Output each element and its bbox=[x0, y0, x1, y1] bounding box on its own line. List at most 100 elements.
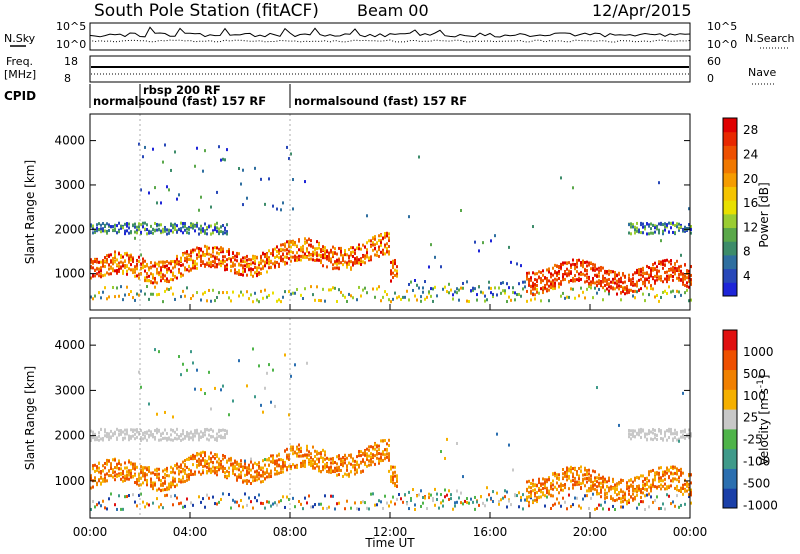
velocity-cell bbox=[302, 461, 304, 465]
power-cell bbox=[646, 272, 648, 276]
power-cell bbox=[180, 263, 182, 267]
power-cell bbox=[272, 262, 274, 266]
velocity-cell bbox=[630, 429, 632, 433]
power-cell bbox=[186, 268, 188, 272]
power-cell bbox=[190, 224, 192, 228]
velocity-cell bbox=[180, 433, 182, 437]
power-cell bbox=[638, 273, 640, 277]
velocity-cell bbox=[308, 450, 310, 454]
velocity-cell bbox=[652, 427, 654, 431]
velocity-cell bbox=[586, 470, 588, 474]
velocity-cell bbox=[396, 497, 398, 501]
velocity-cell bbox=[318, 460, 320, 464]
power-cell bbox=[266, 252, 268, 256]
velocity-cell bbox=[262, 479, 264, 483]
velocity-cell bbox=[600, 489, 602, 493]
power-cell bbox=[688, 269, 690, 273]
velocity-cell bbox=[170, 481, 172, 485]
velocity-cell bbox=[566, 507, 568, 511]
power-cell bbox=[552, 287, 554, 291]
velocity-cell bbox=[258, 364, 260, 368]
power-cell bbox=[622, 289, 624, 293]
power-cell bbox=[568, 261, 570, 265]
power-cell bbox=[170, 269, 172, 273]
velocity-cell bbox=[688, 487, 690, 491]
velocity-cell bbox=[184, 434, 186, 438]
velocity-cell bbox=[126, 470, 128, 474]
velocity-cell bbox=[224, 436, 226, 440]
velocity-cell bbox=[268, 472, 270, 476]
velocity-cell bbox=[188, 467, 190, 471]
power-cell bbox=[592, 279, 594, 283]
velocity-cell bbox=[540, 482, 542, 486]
power-cell bbox=[658, 269, 660, 273]
power-cell bbox=[274, 255, 276, 259]
velocity-cell bbox=[352, 459, 354, 463]
velocity-cell bbox=[94, 469, 96, 473]
velocity-cell bbox=[568, 493, 570, 497]
power-cell bbox=[280, 247, 282, 251]
power-cell bbox=[614, 281, 616, 285]
velocity-cell bbox=[302, 454, 304, 458]
power-cell bbox=[624, 292, 626, 296]
velocity-cell bbox=[584, 473, 586, 477]
velocity-cell bbox=[100, 482, 102, 486]
power-cell bbox=[518, 282, 520, 286]
power-cell bbox=[410, 280, 412, 284]
power-cell bbox=[222, 157, 224, 161]
velocity-cell bbox=[610, 485, 612, 489]
velocity-cell bbox=[274, 501, 276, 505]
velocity-cell bbox=[690, 473, 692, 477]
velocity-cell bbox=[538, 477, 540, 481]
power-cell bbox=[256, 274, 258, 278]
power-cell bbox=[202, 260, 204, 264]
velocity-cell bbox=[236, 462, 238, 466]
power-cell bbox=[388, 239, 390, 243]
power-cell bbox=[536, 287, 538, 291]
power-cell bbox=[398, 295, 400, 299]
power-cell bbox=[548, 299, 550, 303]
velocity-cell bbox=[180, 480, 182, 484]
power-cell bbox=[130, 290, 132, 294]
power-cell bbox=[324, 299, 326, 303]
power-cell bbox=[194, 259, 196, 263]
power-cell bbox=[482, 291, 484, 295]
velocity-colorbar-label: Velocity [m s-1] bbox=[756, 375, 771, 466]
power-cell bbox=[650, 274, 652, 278]
velocity-cell bbox=[104, 506, 106, 510]
power-cell bbox=[288, 249, 290, 253]
power-cell bbox=[536, 278, 538, 282]
power-cell bbox=[640, 277, 642, 281]
power-cell bbox=[332, 251, 334, 255]
velocity-cell bbox=[134, 428, 136, 432]
velocity-cell bbox=[264, 457, 266, 461]
power-cell bbox=[142, 225, 144, 229]
power-cell bbox=[596, 267, 598, 271]
velocity-cell bbox=[98, 461, 100, 465]
power-cell bbox=[644, 299, 646, 303]
power-cell bbox=[580, 277, 582, 281]
power-cell bbox=[554, 286, 556, 290]
velocity-cell bbox=[328, 457, 330, 461]
power-cell bbox=[266, 295, 268, 299]
power-cell bbox=[174, 260, 176, 264]
velocity-cell bbox=[612, 479, 614, 483]
velocity-cell bbox=[212, 435, 214, 439]
velocity-cell bbox=[110, 429, 112, 433]
velocity-cell bbox=[214, 453, 216, 457]
power-cell bbox=[628, 231, 630, 235]
velocity-cell bbox=[632, 486, 634, 490]
power-cell bbox=[164, 143, 166, 147]
velocity-cell bbox=[194, 454, 196, 458]
velocity-cell bbox=[138, 483, 140, 487]
velocity-cell bbox=[238, 462, 240, 466]
power-cell bbox=[176, 254, 178, 258]
power-cell bbox=[100, 260, 102, 264]
power-cell bbox=[374, 237, 376, 241]
power-cell bbox=[456, 291, 458, 295]
power-cell bbox=[300, 254, 302, 258]
velocity-cell bbox=[368, 448, 370, 452]
velocity-cell bbox=[210, 427, 212, 431]
power-cell bbox=[290, 292, 292, 296]
velocity-cell bbox=[286, 466, 288, 470]
